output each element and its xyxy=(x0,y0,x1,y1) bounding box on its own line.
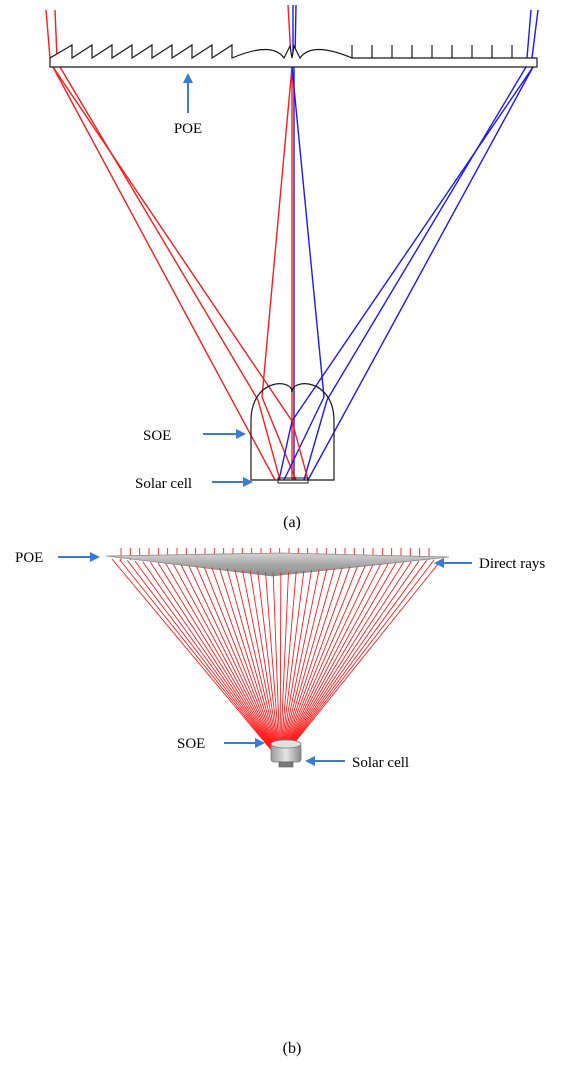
converging-ray xyxy=(284,562,405,753)
soe-3d xyxy=(270,739,302,768)
converging-ray xyxy=(257,571,280,753)
red-ray xyxy=(52,66,276,481)
converging-ray xyxy=(196,565,277,753)
converging-ray xyxy=(285,560,420,753)
soe-label-a: SOE xyxy=(143,428,171,444)
converging-ray xyxy=(188,565,277,753)
converging-ray xyxy=(142,561,275,753)
panel-b: Direct rays POE SOE Solar cell (b) xyxy=(15,548,545,1057)
panel-b-converging-rays xyxy=(111,558,443,753)
blue-ray xyxy=(283,396,325,481)
caption-a: (a) xyxy=(283,514,301,531)
converging-ray xyxy=(272,572,281,753)
red-ray xyxy=(261,396,297,481)
panel-a: POE SOE Solar cell (a) xyxy=(45,4,539,531)
converging-ray xyxy=(280,571,297,753)
red-ray-in xyxy=(54,9,58,59)
converging-ray xyxy=(265,571,280,753)
red-ray xyxy=(291,420,309,481)
poe-label-a: POE xyxy=(174,121,202,137)
converging-ray xyxy=(134,560,275,753)
converging-ray xyxy=(281,568,328,753)
direct-rays-arrow xyxy=(434,558,472,568)
soe-top-3d xyxy=(270,739,302,749)
converging-ray xyxy=(284,562,397,753)
solar-cell-label-b: Solar cell xyxy=(352,755,409,771)
converging-ray xyxy=(249,570,280,753)
converging-ray xyxy=(282,567,335,753)
soe-dome-outline xyxy=(250,383,335,481)
converging-ray xyxy=(285,561,412,753)
converging-ray xyxy=(219,567,278,753)
converging-ray xyxy=(285,560,428,753)
red-ray xyxy=(261,66,293,398)
panel-b-direct-rays xyxy=(120,548,430,561)
poe-arrow-a xyxy=(183,73,193,113)
converging-ray xyxy=(284,563,389,753)
converging-ray xyxy=(281,569,320,753)
poe-label-b: POE xyxy=(15,550,43,566)
solar-cell-label-a: Solar cell xyxy=(135,476,192,492)
converging-ray xyxy=(286,559,435,753)
solar-cell-arrow-b xyxy=(305,756,345,766)
converging-ray xyxy=(226,568,279,753)
converging-ray xyxy=(149,562,276,753)
soe-arrow-a xyxy=(203,429,246,439)
converging-ray xyxy=(119,559,274,753)
converging-ray xyxy=(203,566,278,753)
soe-arrow-b xyxy=(224,738,265,748)
converging-ray xyxy=(279,572,282,753)
solar-cell-a xyxy=(277,477,309,484)
converging-ray xyxy=(282,567,343,753)
blue-ray xyxy=(307,66,534,481)
direct-rays-label: Direct rays xyxy=(479,556,545,572)
poe-plate-3d xyxy=(105,552,450,577)
converging-ray xyxy=(173,563,276,753)
soe-label-b: SOE xyxy=(177,736,205,752)
converging-ray xyxy=(282,566,351,753)
blue-ray xyxy=(291,66,534,422)
converging-ray xyxy=(280,570,305,753)
soe-lens xyxy=(250,383,335,481)
solar-cell-arrow-a xyxy=(212,477,253,487)
blue-ray xyxy=(278,420,293,481)
poe-fresnel-lens xyxy=(49,43,538,68)
blue-ray-in xyxy=(531,9,539,59)
converging-ray xyxy=(283,565,358,753)
converging-ray xyxy=(286,558,443,753)
converging-ray xyxy=(234,569,279,753)
panel-a-rays xyxy=(45,4,539,481)
converging-ray xyxy=(242,569,279,753)
poe-arrow-b xyxy=(58,552,100,562)
converging-ray xyxy=(283,565,366,753)
blue-ray xyxy=(303,399,328,481)
converging-ray xyxy=(211,567,278,753)
solar-cell-3d xyxy=(278,761,294,768)
blue-ray xyxy=(291,66,325,398)
converging-ray xyxy=(283,564,382,753)
blue-ray-in xyxy=(526,9,532,59)
caption-b: (b) xyxy=(283,1040,302,1057)
converging-ray xyxy=(157,562,276,753)
red-ray xyxy=(59,66,259,401)
converging-ray xyxy=(180,564,277,753)
red-ray-in xyxy=(45,9,51,59)
converging-ray xyxy=(281,569,312,753)
converging-ray xyxy=(280,572,289,753)
converging-ray xyxy=(111,558,274,753)
converging-ray xyxy=(165,563,276,753)
red-ray xyxy=(257,399,281,481)
converging-ray xyxy=(283,564,374,753)
blue-ray xyxy=(326,66,527,401)
red-ray xyxy=(52,66,293,422)
converging-ray xyxy=(126,560,275,753)
